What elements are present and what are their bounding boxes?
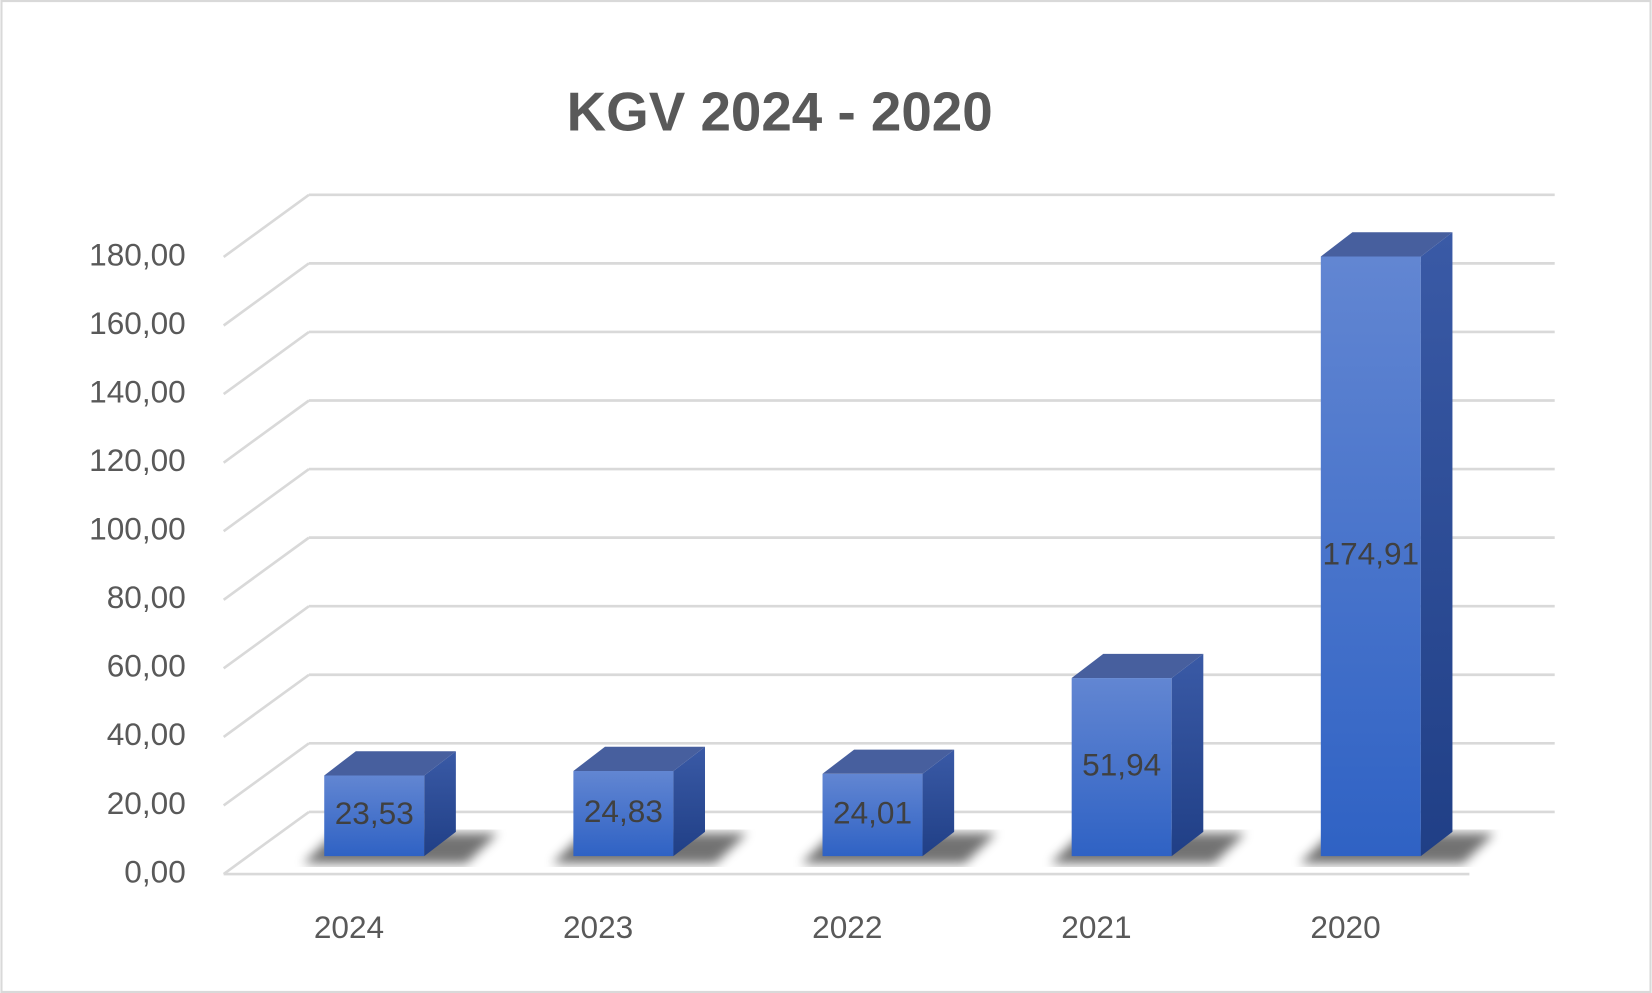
bar-side [922,749,955,857]
y-tick-label: 160,00 [89,305,186,341]
bar-top [1320,232,1453,257]
y-tick-label: 80,00 [107,579,186,615]
grid-line-side [222,605,310,670]
y-tick-label: 180,00 [89,236,186,272]
value-label: 24,83 [584,793,663,829]
value-label: 51,94 [1082,746,1161,782]
bar-top [822,749,955,774]
y-tick-label: 120,00 [89,442,186,478]
value-label: 23,53 [335,795,414,831]
bar-side [1420,232,1453,857]
bar-top [573,746,706,771]
x-tick-label: 2020 [1310,909,1380,945]
bar [324,775,425,857]
grid-line-side [222,399,310,464]
y-tick-label: 40,00 [107,716,186,752]
grid-line-side [222,262,310,327]
bar-top [1071,653,1204,679]
bar-top [324,751,456,776]
y-tick-label: 60,00 [107,648,186,684]
grid-line-side [222,330,310,396]
bar [1320,256,1421,857]
bar [573,770,674,857]
y-tick-label: 100,00 [89,511,186,547]
y-tick-label: 20,00 [107,785,186,821]
grid-line-side [222,810,310,876]
bar [1071,678,1172,857]
grid-line-side [222,193,310,259]
bar-side [1171,653,1204,857]
value-label: 174,91 [1323,536,1420,572]
x-tick-label: 2022 [812,909,882,945]
x-tick-label: 2021 [1061,909,1131,945]
bar [822,773,923,857]
x-tick-label: 2023 [563,909,633,945]
bar-side [424,751,456,857]
grid-line-side [222,536,310,601]
y-tick-label: 140,00 [89,373,186,409]
grid-line-side [222,673,310,738]
y-tick-label: 0,00 [124,853,185,889]
grid-line-side [222,742,310,807]
x-tick-label: 2024 [314,909,384,945]
value-label: 24,01 [833,794,912,830]
grid-line-side [222,467,310,533]
bar-side [673,746,706,857]
chart-title: KGV 2024 - 2020 [567,80,993,142]
